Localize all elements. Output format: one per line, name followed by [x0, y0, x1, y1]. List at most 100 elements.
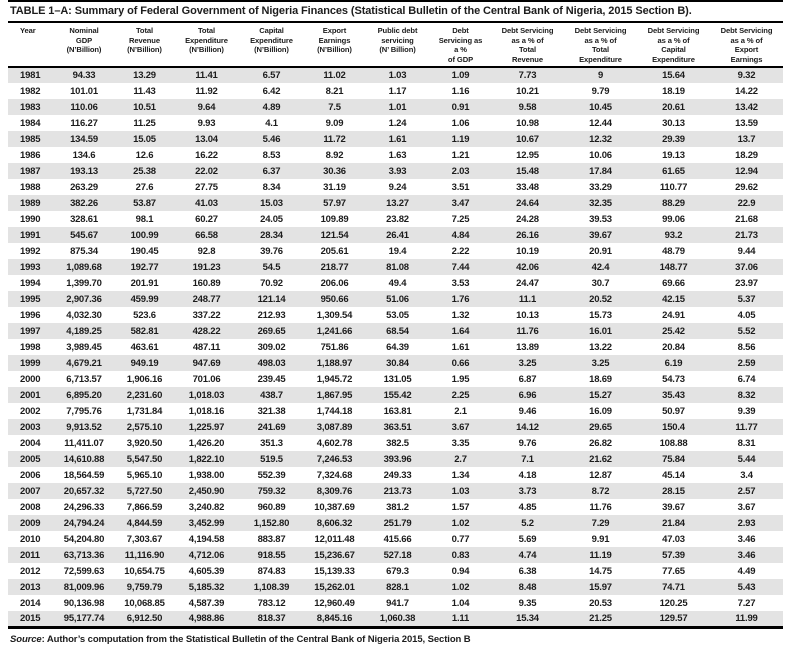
value-cell: 9.58 — [518, 101, 537, 113]
value-cell: 10.98 — [516, 117, 539, 129]
value-cell: 8,309.76 — [316, 485, 353, 497]
year-cell: 1984 — [20, 117, 41, 129]
value-cell: 8.21 — [325, 85, 344, 97]
value-cell: 131.05 — [383, 373, 412, 385]
value-cell: 8.92 — [325, 149, 344, 161]
table-row: 1990 328.61 98.1 60.27 24.05 109.89 23.82 7.25 2… — [8, 211, 783, 228]
value-cell: 7.25 — [451, 213, 470, 225]
value-cell: 8.56 — [737, 341, 756, 353]
value-cell: 30.7 — [591, 277, 610, 289]
value-cell: 1.34 — [451, 469, 470, 481]
year-cell: 2001 — [20, 389, 41, 401]
value-cell: 15.27 — [589, 389, 612, 401]
value-cell: 150.4 — [662, 421, 685, 433]
value-cell: 9,759.79 — [126, 581, 163, 593]
value-cell: 10.06 — [589, 149, 612, 161]
value-cell: 11.02 — [323, 70, 346, 82]
value-cell: 8,606.32 — [316, 517, 353, 529]
value-cell: 24,296.33 — [63, 501, 105, 513]
table-row: 2009 24,794.24 4,844.59 3,452.99 1,152.80 8,6… — [8, 515, 783, 532]
value-cell: 11.99 — [735, 613, 758, 625]
value-cell: 1.06 — [451, 117, 470, 129]
value-cell: 5.44 — [737, 453, 756, 465]
value-cell: 6.87 — [518, 373, 537, 385]
value-cell: 8,845.16 — [316, 613, 353, 625]
value-cell: 81.08 — [386, 261, 409, 273]
value-cell: 251.79 — [383, 517, 412, 529]
value-cell: 116.27 — [70, 117, 98, 129]
column-header-debt-servicing-pct-export-earnings: Debt Servicing as a % of Export Earnings — [710, 23, 783, 69]
value-cell: 30.36 — [323, 165, 346, 177]
value-cell: 10.51 — [133, 101, 156, 113]
value-cell: 13.89 — [516, 341, 539, 353]
value-cell: 11.19 — [589, 549, 612, 561]
value-cell: 3.46 — [737, 549, 756, 561]
value-cell: 2.93 — [737, 517, 756, 529]
value-cell: 47.03 — [662, 533, 685, 545]
value-cell: 7.44 — [451, 261, 470, 273]
value-cell: 18.69 — [589, 373, 612, 385]
table-row: 2004 11,411.07 3,920.50 1,426.20 351.3 4,602.… — [8, 435, 783, 452]
value-cell: 120.25 — [659, 597, 688, 609]
value-cell: 382.26 — [70, 197, 98, 209]
value-cell: 14.22 — [735, 85, 758, 97]
value-cell: 16.22 — [195, 149, 218, 161]
year-cell: 1983 — [20, 101, 41, 113]
value-cell: 438.7 — [260, 389, 283, 401]
value-cell: 15.34 — [516, 613, 539, 625]
value-cell: 94.33 — [72, 70, 96, 82]
value-cell: 28.15 — [662, 485, 685, 497]
year-cell: 2000 — [20, 373, 41, 385]
value-cell: 10,068.85 — [124, 597, 165, 609]
value-cell: 155.42 — [383, 389, 412, 401]
value-cell: 3.67 — [451, 421, 470, 433]
value-cell: 11,411.07 — [64, 437, 104, 449]
table-row: 1982 101.01 11.43 11.92 6.42 8.21 1.17 1.16 10.2… — [8, 83, 783, 100]
value-cell: 6,895.20 — [66, 389, 102, 401]
value-cell: 6.37 — [262, 165, 281, 177]
value-cell: 20.91 — [589, 245, 612, 257]
value-cell: 4,032.30 — [66, 309, 102, 321]
value-cell: 8.72 — [591, 485, 610, 497]
table-row: 2007 20,657.32 5,727.50 2,450.90 759.32 8,309… — [8, 483, 783, 500]
value-cell: 2,231.60 — [126, 389, 163, 401]
value-cell: 1.64 — [451, 325, 470, 337]
value-cell: 9.35 — [518, 597, 537, 609]
value-cell: 12.44 — [589, 117, 612, 129]
value-cell: 21.84 — [662, 517, 685, 529]
value-cell: 13.29 — [133, 70, 156, 82]
table-title: TABLE 1–A: Summary of Federal Government… — [8, 0, 783, 23]
value-cell: 3.51 — [451, 181, 470, 193]
value-cell: 75.84 — [662, 453, 685, 465]
value-cell: 0.91 — [451, 101, 470, 113]
value-cell: 110.77 — [659, 181, 688, 193]
source-note: Source: Author’s computation from the St… — [8, 634, 783, 645]
value-cell: 10.19 — [516, 245, 539, 257]
value-cell: 33.48 — [516, 181, 539, 193]
value-cell: 1,822.10 — [188, 453, 225, 465]
value-cell: 3,240.82 — [188, 501, 225, 513]
value-cell: 960.89 — [257, 501, 286, 513]
table-row: 2008 24,296.33 7,866.59 3,240.82 960.89 10,38… — [8, 499, 783, 516]
value-cell: 29.39 — [662, 133, 685, 145]
value-cell: 50.97 — [662, 405, 685, 417]
value-cell: 95,177.74 — [63, 613, 105, 625]
value-cell: 108.88 — [659, 437, 688, 449]
value-cell: 9.76 — [518, 437, 537, 449]
value-cell: 1.19 — [451, 133, 470, 145]
value-cell: 25.38 — [133, 165, 156, 177]
value-cell: 19.13 — [662, 149, 685, 161]
value-cell: 13.27 — [386, 197, 409, 209]
value-cell: 5.43 — [737, 581, 756, 593]
value-cell: 101.01 — [70, 85, 98, 97]
value-cell: 21.68 — [735, 213, 758, 225]
value-cell: 42.06 — [516, 261, 539, 273]
value-cell: 828.1 — [386, 581, 409, 593]
value-cell: 6.96 — [518, 389, 537, 401]
column-header-export-earnings: Export Earnings (N’Billion) — [304, 23, 365, 69]
year-cell: 2004 — [20, 437, 41, 449]
value-cell: 1.04 — [451, 597, 470, 609]
value-cell: 134.6 — [72, 149, 96, 161]
value-cell: 1.32 — [451, 309, 470, 321]
value-cell: 26.41 — [386, 229, 409, 241]
